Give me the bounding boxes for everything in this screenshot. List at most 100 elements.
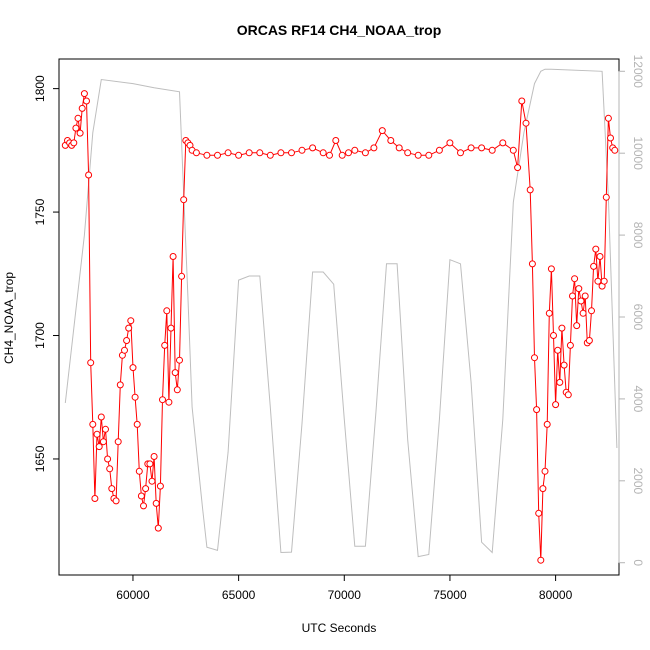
ch4-point [91,495,99,502]
ch4-point [604,114,612,122]
ch4-point [140,502,147,510]
ch4-point [150,453,158,460]
chart-title: ORCAS RF14 CH4_NOAA_trop [237,22,442,38]
ch4-point [547,265,555,273]
x-tick-label: 60000 [116,588,150,602]
x-tick-label: 80000 [539,588,573,602]
ch4-point [76,129,84,137]
ch4-point [123,337,131,344]
ch4-point [266,151,274,159]
ch4-point [592,245,600,253]
y-tick-label: 1650 [33,445,47,472]
y2-tick-label: 4000 [631,386,645,413]
ch4-point [163,307,171,315]
y-tick-label: 1700 [33,322,47,349]
ch4-point [235,151,243,159]
ch4-point [85,171,93,179]
ch4-point [180,196,188,204]
ch4-point [569,292,576,300]
ch4-point [543,420,551,428]
altitude-line [64,68,618,558]
ch4-point [607,134,614,142]
ch4-point [102,425,109,433]
y2-tick-label: 10000 [631,137,645,171]
ch4-point [414,151,422,159]
x-axis: 60000 65000 70000 75000 80000 [116,574,573,602]
ch4-point [457,149,464,157]
ch4-point [114,438,122,446]
ch4-point [600,277,608,285]
ch4-point [245,149,253,157]
ch4-point [573,322,581,330]
ch4-point [99,438,107,446]
ch4-point [224,149,232,157]
ch4-point [135,467,143,475]
ch4-point [514,164,522,172]
y2-tick-label: 8000 [631,222,645,249]
ch4-point [560,361,568,369]
ch4-point [169,253,177,260]
ch4-point [70,139,78,147]
x-tick-label: 75000 [433,588,467,602]
ch4-point [526,186,534,194]
ch4-point [579,309,587,317]
ch4-point [83,97,90,105]
ch4-point [509,146,517,154]
ch4-point [499,139,507,147]
ch4-point [137,492,145,500]
ch4-point [146,460,154,468]
ch4-point [87,359,95,367]
ch4-point [541,467,549,475]
ch4-point [80,90,88,98]
ch4-point [288,149,295,157]
ch4-point [161,341,169,349]
y-tick-label: 1800 [33,75,47,102]
ch4-point [127,317,135,325]
x-tick-label: 70000 [328,588,362,602]
ch4-point [596,253,604,260]
ch4-point [192,149,200,157]
ch4-point [152,499,160,507]
ch4-point [319,149,327,157]
ch4-point [176,356,183,364]
ch4-point [566,341,574,349]
ch4-point [554,346,562,354]
y2-tick-label: 6000 [631,304,645,331]
ch4-point [545,309,553,317]
ch4-point [588,307,595,315]
ch4-point [131,393,139,401]
ch4-point [104,455,112,463]
ch4-point [378,127,386,135]
ch4-point [95,443,103,451]
ch4-point [154,524,162,532]
y-axis-label: CH4_NOAA_trop [2,272,16,364]
ch4-point [575,285,583,293]
ch4-point [332,137,340,144]
ch4-point [112,497,120,505]
ch4-point [97,413,105,421]
ch4-point [78,104,86,112]
ch4-point [537,556,545,564]
ch4-point [581,292,589,300]
ch4-point [345,149,352,157]
ch4-point [558,324,566,332]
ch4-point [133,420,141,428]
ch4-point [611,146,619,154]
ch4-point [108,485,116,493]
ch4-point [298,146,306,154]
ch4-point [552,401,560,409]
ch4-point [167,324,175,332]
altitude-series [64,68,618,558]
y2-tick-label: 0 [631,559,645,566]
ch4-point [148,477,156,485]
x-axis-label: UTC Seconds [302,621,377,635]
ch4-point [214,151,221,159]
ch4-point [277,149,285,157]
ch4-point [72,124,80,132]
y-tick-label: 1750 [33,198,47,225]
ch4-point [156,482,164,490]
ch4-point [121,346,128,354]
ch4-point [256,149,264,157]
ch4-point [602,193,610,201]
